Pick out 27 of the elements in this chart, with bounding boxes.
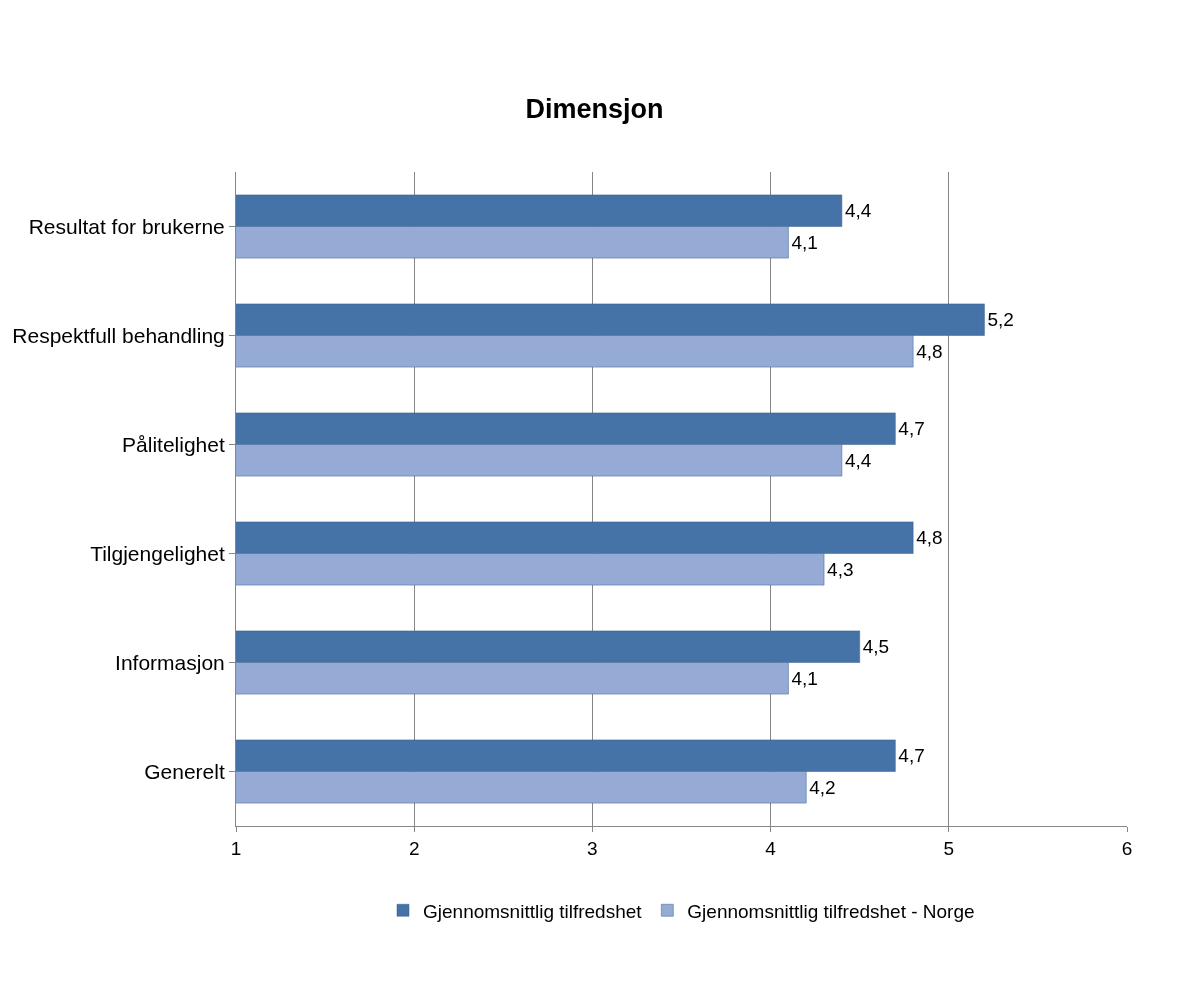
data-label: 4,4: [844, 200, 872, 222]
x-tick-label: 4: [765, 837, 777, 859]
x-tick-label: 6: [1121, 837, 1133, 859]
y-tick-label: Informasjon: [115, 650, 225, 674]
data-label: 4,7: [898, 418, 925, 440]
data-label: 4,2: [809, 776, 836, 798]
data-label: 5,2: [987, 309, 1014, 331]
y-tick-label: Tilgjengelighet: [90, 541, 225, 565]
legend-label: Gjennomsnittlig tilfredshet: [423, 900, 643, 922]
data-label: 4,7: [898, 745, 925, 767]
x-tick-label: 1: [230, 837, 242, 859]
x-tick-label: 3: [587, 837, 598, 859]
chart-title: Dimensjon: [525, 93, 664, 124]
data-label: 4,3: [827, 558, 854, 580]
y-tick-label: Resultat for brukerne: [28, 214, 225, 238]
y-tick-label: Respektfull behandling: [12, 323, 225, 347]
data-label: 4,1: [791, 667, 818, 689]
data-label: 4,4: [844, 449, 872, 471]
data-label: 4,1: [791, 231, 818, 253]
data-label: 4,8: [916, 527, 943, 549]
data-label: 4,8: [916, 340, 943, 362]
data-label: 4,5: [862, 636, 890, 658]
x-tick-label: 2: [408, 837, 420, 859]
x-tick-label: 5: [943, 837, 955, 859]
legend-label: Gjennomsnittlig tilfredshet - Norge: [687, 900, 975, 922]
y-tick-label: Generelt: [144, 759, 225, 783]
y-tick-label: Pålitelighet: [122, 432, 225, 456]
